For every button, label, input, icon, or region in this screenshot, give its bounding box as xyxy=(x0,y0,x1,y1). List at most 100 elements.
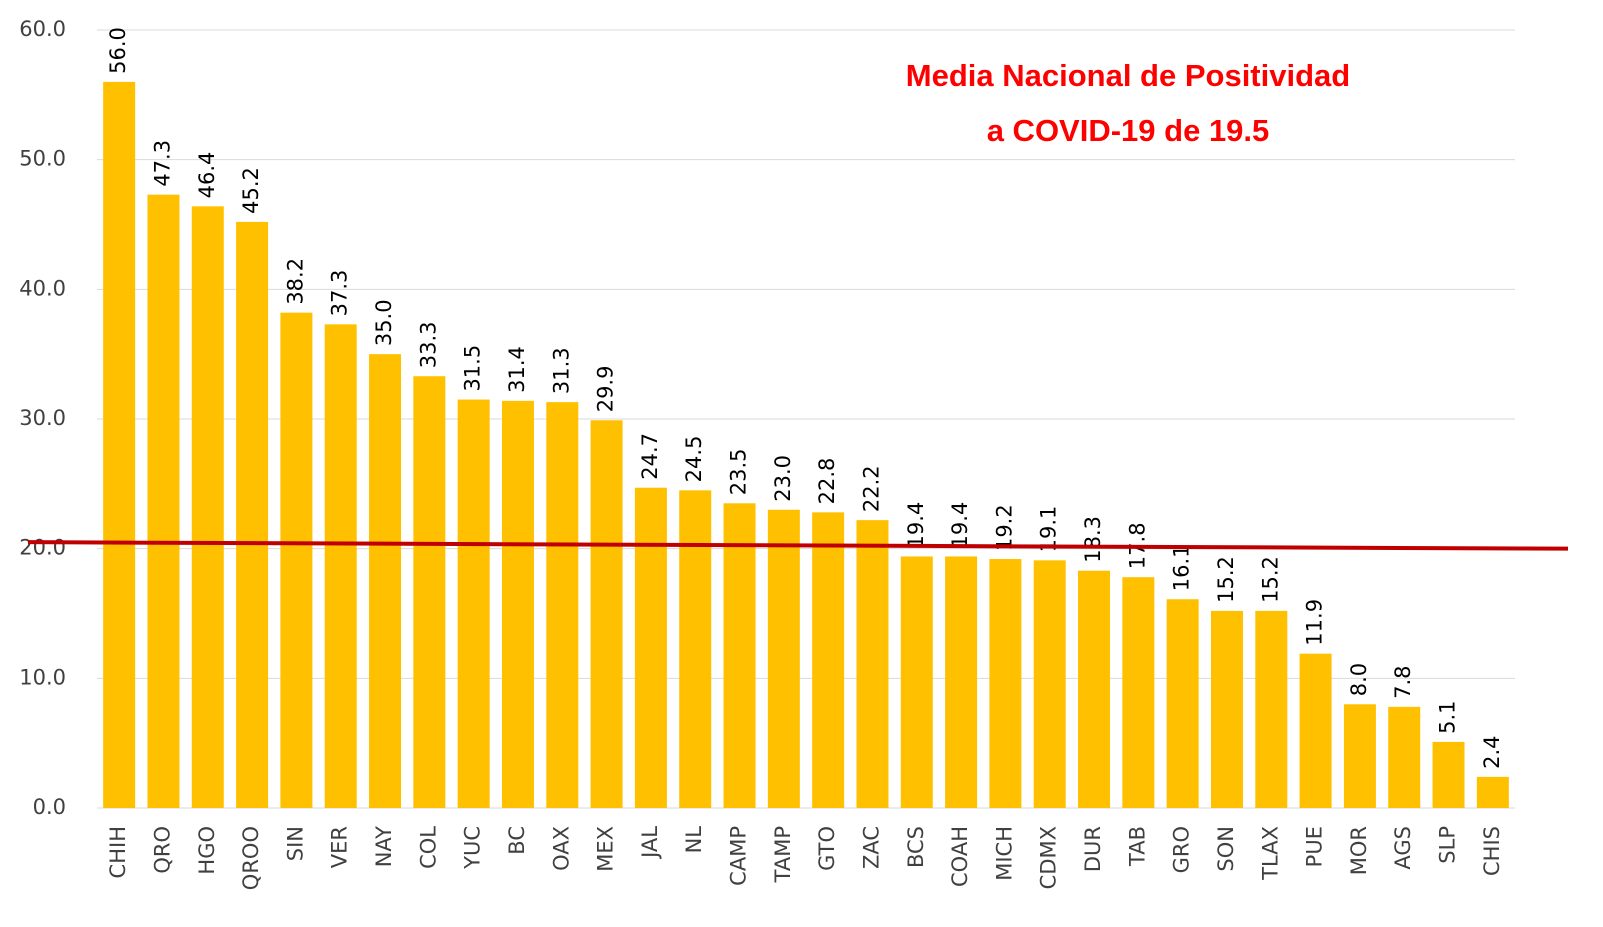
value-label: 31.3 xyxy=(549,347,573,394)
y-tick-label: 30.0 xyxy=(19,406,66,430)
value-label: 31.4 xyxy=(505,346,529,393)
value-label: 16.1 xyxy=(1170,544,1194,591)
x-tick-label: JAL xyxy=(638,826,662,860)
value-label: 22.8 xyxy=(815,458,839,505)
x-tick-label: SIN xyxy=(283,826,307,861)
bar xyxy=(1343,704,1376,808)
bar xyxy=(1388,706,1421,808)
value-label: 24.7 xyxy=(638,433,662,480)
value-label: 37.3 xyxy=(328,270,352,317)
bar xyxy=(236,221,269,808)
value-label: 19.2 xyxy=(992,504,1016,551)
bar xyxy=(546,402,579,808)
x-tick-label: CDMX xyxy=(1037,826,1061,889)
bar xyxy=(945,556,978,808)
bar xyxy=(280,312,313,808)
value-label: 46.4 xyxy=(195,152,219,199)
x-tick-label: TLAX xyxy=(1258,826,1282,881)
y-tick-label: 10.0 xyxy=(19,665,66,689)
value-label: 19.4 xyxy=(904,502,928,549)
bar xyxy=(590,420,623,808)
value-label: 38.2 xyxy=(283,258,307,305)
annotation: Media Nacional de Positividad xyxy=(906,58,1350,93)
x-tick-label: MOR xyxy=(1347,826,1371,875)
value-label: 7.8 xyxy=(1391,665,1415,698)
value-label: 2.4 xyxy=(1480,735,1504,768)
x-tick-label: COAH xyxy=(948,826,972,887)
reference-line xyxy=(27,540,1569,551)
x-tick-label: CAMP xyxy=(727,826,751,886)
value-label: 18.3 xyxy=(1081,516,1105,563)
value-label: 31.5 xyxy=(461,345,485,392)
x-tick-label: DUR xyxy=(1081,826,1105,872)
value-label: 23.5 xyxy=(727,449,751,496)
x-tick-label: NL xyxy=(682,826,706,854)
x-tick-label: COL xyxy=(416,826,440,869)
bar xyxy=(723,503,756,808)
bar xyxy=(147,194,180,809)
x-tick-label: TAMP xyxy=(771,826,795,883)
bar xyxy=(634,487,667,808)
value-label: 22.2 xyxy=(859,465,883,512)
x-tick-label: OAX xyxy=(549,826,573,871)
bar xyxy=(191,206,224,808)
value-label: 24.5 xyxy=(682,436,706,483)
x-tick-label: QRO xyxy=(150,826,174,874)
x-tick-label: TAB xyxy=(1125,826,1149,867)
y-tick-label: 40.0 xyxy=(19,276,66,300)
value-label: 56.0 xyxy=(106,27,130,74)
bar xyxy=(1033,560,1066,808)
bar xyxy=(679,490,712,808)
bar xyxy=(1078,570,1111,808)
x-tick-label: GTO xyxy=(815,826,839,871)
bar xyxy=(457,399,490,808)
x-tick-label: HGO xyxy=(195,826,219,875)
y-tick-label: 0.0 xyxy=(33,795,66,819)
annotation: a COVID-19 de 19.5 xyxy=(987,113,1270,148)
bar xyxy=(1476,776,1509,808)
bar xyxy=(413,376,446,808)
x-tick-label: NAY xyxy=(372,826,396,867)
x-tick-label: VER xyxy=(328,826,352,868)
bar xyxy=(1166,599,1199,808)
x-tick-label: ZAC xyxy=(859,826,883,869)
value-label: 45.2 xyxy=(239,167,263,214)
bar xyxy=(1255,610,1288,808)
x-tick-label: BC xyxy=(505,826,529,855)
x-tick-label: SON xyxy=(1214,826,1238,872)
value-label: 19.4 xyxy=(948,502,972,549)
bar xyxy=(1122,577,1155,808)
bar xyxy=(989,559,1022,808)
bar xyxy=(1210,610,1243,808)
y-tick-label: 60.0 xyxy=(19,17,66,41)
x-tick-label: CHIH xyxy=(106,826,130,878)
value-label: 15.2 xyxy=(1214,556,1238,603)
x-tick-label: YUC xyxy=(461,826,485,870)
bar xyxy=(103,81,136,808)
bar xyxy=(1299,653,1332,808)
value-label: 35.0 xyxy=(372,299,396,346)
value-label: 33.3 xyxy=(416,321,440,368)
value-label: 15.2 xyxy=(1258,556,1282,603)
y-tick-label: 50.0 xyxy=(19,147,66,171)
value-label: 8.0 xyxy=(1347,663,1371,696)
bar xyxy=(501,400,534,808)
x-tick-label: GRO xyxy=(1170,826,1194,873)
x-tick-label: BCS xyxy=(904,826,928,868)
bar xyxy=(1432,741,1465,808)
value-label: 47.3 xyxy=(150,140,174,187)
y-tick-label: 20.0 xyxy=(19,536,66,560)
bar xyxy=(767,509,800,808)
x-tick-label: CHIS xyxy=(1480,826,1504,876)
bar xyxy=(812,512,845,808)
bar xyxy=(369,354,402,808)
value-label: 11.9 xyxy=(1303,599,1327,646)
x-tick-label: SLP xyxy=(1436,826,1460,864)
x-tick-label: MICH xyxy=(992,826,1016,881)
x-tick-label: AGS xyxy=(1391,826,1415,870)
x-tick-label: MEX xyxy=(594,826,618,872)
bar xyxy=(900,556,933,808)
bar xyxy=(856,520,889,808)
value-label: 5.1 xyxy=(1436,700,1460,733)
